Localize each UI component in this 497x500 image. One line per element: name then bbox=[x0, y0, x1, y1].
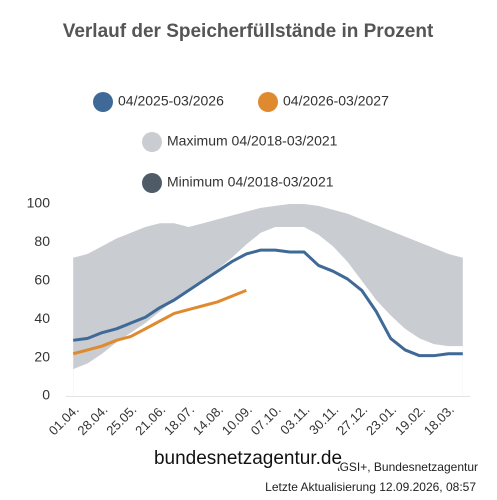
series-line bbox=[72, 289, 247, 356]
legend-label: Minimum 04/2018-03/2021 bbox=[167, 174, 334, 190]
x-tick-label: 30.11. bbox=[306, 402, 341, 437]
watermark: bundesnetzagentur.de bbox=[154, 448, 342, 469]
legend: 04/2025-03/2026 04/2026-03/2027 Maximum 04… bbox=[93, 92, 389, 193]
x-tick-label: 21.06. bbox=[132, 402, 168, 438]
series-line bbox=[73, 248, 463, 358]
range-area bbox=[73, 227, 463, 396]
x-tick-label: 25.05. bbox=[103, 402, 139, 438]
y-tick-label: 0 bbox=[42, 387, 50, 403]
x-tick-label: 19.02. bbox=[392, 402, 428, 438]
plot-area bbox=[72, 204, 463, 396]
watermark-box bbox=[158, 444, 338, 474]
x-tick-label: 27.12. bbox=[334, 402, 370, 438]
y-tick-label: 20 bbox=[34, 348, 50, 364]
x-tick-label: 28.04. bbox=[74, 402, 110, 438]
legend-label: 04/2025-03/2026 bbox=[118, 93, 224, 109]
x-tick-label: 18.07. bbox=[161, 402, 197, 438]
legend-label: Maximum 04/2018-03/2021 bbox=[167, 133, 338, 149]
x-tick-label: 18.03. bbox=[421, 402, 457, 438]
chart-title: Verlauf der Speicherfüllstände in Prozen… bbox=[63, 21, 434, 42]
x-tick-label: 01.04. bbox=[46, 402, 82, 438]
y-tick-label: 100 bbox=[27, 195, 51, 211]
update-note: Letzte Aktualisierung 12.09.2026, 08:57 bbox=[265, 480, 476, 494]
y-tick-label: 60 bbox=[34, 272, 50, 288]
legend-marker bbox=[93, 92, 113, 112]
legend-marker bbox=[142, 173, 162, 193]
x-tick-label: 14.08. bbox=[190, 402, 226, 438]
legend-marker bbox=[258, 92, 278, 112]
y-tick-label: 80 bbox=[34, 233, 50, 249]
x-tick-label: 07.10. bbox=[248, 402, 284, 438]
x-tick-label: 23.01. bbox=[363, 402, 399, 438]
x-tick-label: 10.09. bbox=[219, 402, 255, 438]
x-tick-label: 03.11. bbox=[277, 402, 312, 437]
legend-marker bbox=[142, 132, 162, 152]
y-tick-label: 40 bbox=[34, 310, 50, 326]
legend-label: 04/2026-03/2027 bbox=[283, 93, 389, 109]
